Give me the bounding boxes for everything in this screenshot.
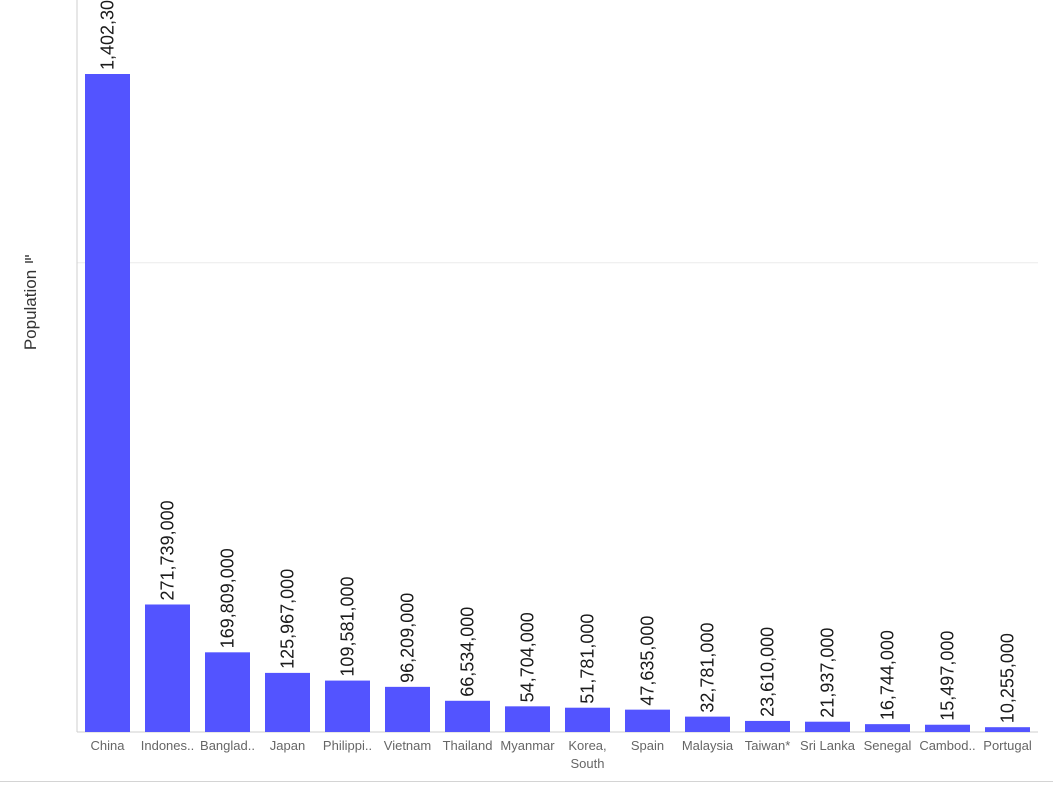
- bar-taiwan[interactable]: [745, 720, 790, 732]
- x-tick-label-china: China: [91, 738, 126, 753]
- bottom-divider: [0, 781, 1053, 782]
- x-tick-label-sri-lanka: Sri Lanka: [800, 738, 856, 753]
- data-label-japan: 125,967,000: [278, 569, 298, 669]
- bar-vietnam[interactable]: [385, 686, 430, 732]
- sort-icon[interactable]: [25, 255, 33, 263]
- bar-senegal[interactable]: [865, 724, 910, 732]
- x-tick-label-cambod: Cambod..: [919, 738, 975, 753]
- data-label-cambod: 15,497,000: [938, 631, 958, 721]
- x-tick-label-senegal: Senegal: [864, 738, 912, 753]
- data-labels: 1,402,30 271,739,000 169,809,000 125,967,00…: [98, 0, 1018, 723]
- x-tick-label-portugal: Portugal: [983, 738, 1032, 753]
- x-tick-label-philippi: Philippi..: [323, 738, 372, 753]
- data-label-banglad: 169,809,000: [218, 548, 238, 648]
- bar-korea-south[interactable]: [565, 707, 610, 732]
- bar-indones[interactable]: [145, 604, 190, 732]
- data-label-philippi: 109,581,000: [338, 576, 358, 676]
- bar-philippi[interactable]: [325, 680, 370, 732]
- bar-sri-lanka[interactable]: [805, 721, 850, 732]
- data-label-malaysia: 32,781,000: [698, 623, 718, 713]
- data-label-korea-south: 51,781,000: [578, 614, 598, 704]
- bar-banglad[interactable]: [205, 652, 250, 732]
- data-label-indones: 271,739,000: [158, 500, 178, 600]
- x-tick-label-korea-south: Korea,: [568, 738, 606, 753]
- x-tick-label-taiwan: Taiwan*: [745, 738, 791, 753]
- data-label-sri-lanka: 21,937,000: [818, 628, 838, 718]
- x-tick-label-korea-south: South: [571, 756, 605, 771]
- x-tick-label-myanmar: Myanmar: [500, 738, 555, 753]
- bar-thailand[interactable]: [445, 700, 490, 732]
- x-tick-label-spain: Spain: [631, 738, 664, 753]
- data-label-spain: 47,635,000: [638, 616, 658, 706]
- x-tick-label-thailand: Thailand: [443, 738, 493, 753]
- bars: [85, 74, 1030, 732]
- y-axis-title[interactable]: Population: [21, 270, 40, 350]
- data-label-senegal: 16,744,000: [878, 630, 898, 720]
- bar-china[interactable]: [85, 74, 130, 732]
- bar-portugal[interactable]: [985, 727, 1030, 732]
- data-label-china: 1,402,30: [98, 0, 118, 70]
- bar-malaysia[interactable]: [685, 716, 730, 732]
- x-tick-label-vietnam: Vietnam: [384, 738, 431, 753]
- data-label-taiwan: 23,610,000: [758, 627, 778, 717]
- data-label-myanmar: 54,704,000: [518, 612, 538, 702]
- bar-spain[interactable]: [625, 709, 670, 732]
- x-tick-label-indones: Indones..: [141, 738, 195, 753]
- x-tick-labels: China Indones.. Banglad.. Japan Philippi.. Vi…: [91, 738, 1032, 771]
- y-axis-title-group: Population: [21, 255, 40, 350]
- data-label-vietnam: 96,209,000: [398, 593, 418, 683]
- data-label-portugal: 10,255,000: [998, 633, 1018, 723]
- x-tick-label-japan: Japan: [270, 738, 305, 753]
- bar-cambod[interactable]: [925, 724, 970, 732]
- data-label-thailand: 66,534,000: [458, 607, 478, 697]
- bar-myanmar[interactable]: [505, 706, 550, 732]
- x-tick-label-banglad: Banglad..: [200, 738, 255, 753]
- bar-japan[interactable]: [265, 672, 310, 732]
- x-tick-label-malaysia: Malaysia: [682, 738, 734, 753]
